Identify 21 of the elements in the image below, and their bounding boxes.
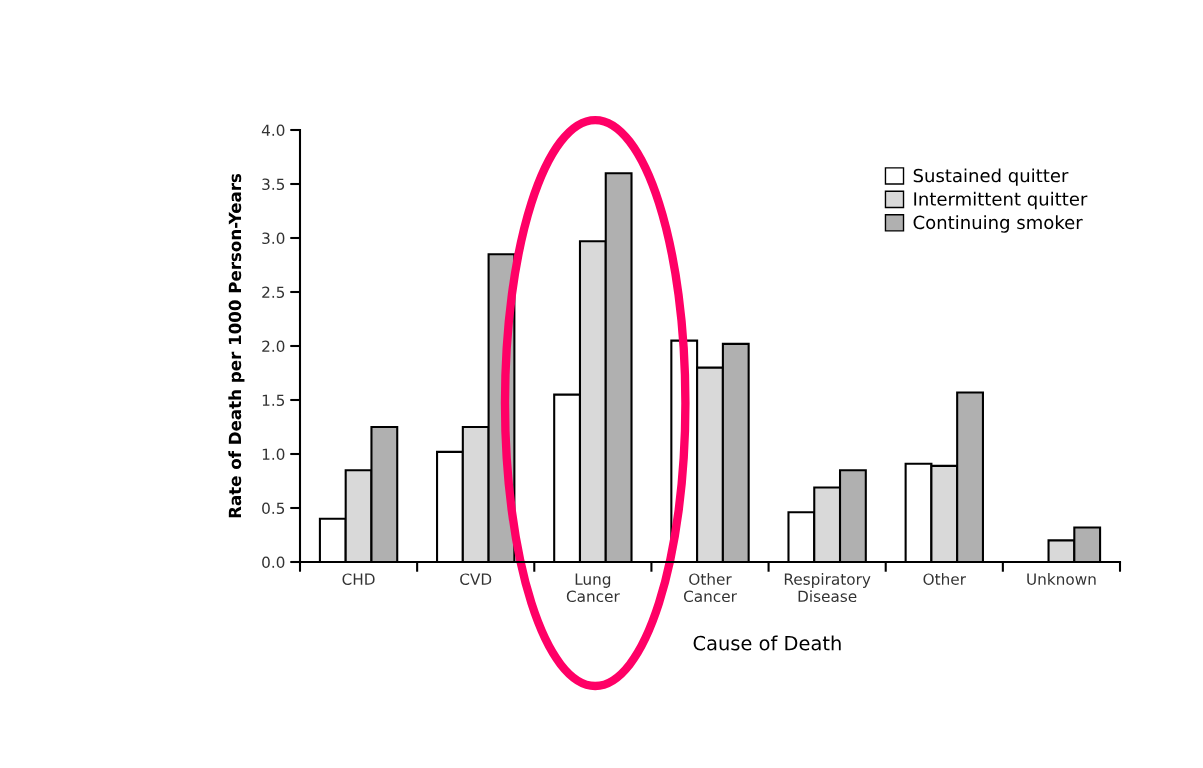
x-tick-label: Unknown bbox=[1027, 573, 1096, 585]
x-tick-label: Other Cancer bbox=[683, 573, 737, 603]
x-tick-label: Lung Cancer bbox=[566, 573, 620, 603]
y-axis-title: Rate of Death per 1000 Person-Years bbox=[228, 173, 245, 518]
legend-label: Sustained quitter bbox=[913, 168, 1069, 186]
y-tick-label: 0.0 bbox=[262, 556, 285, 569]
y-tick-label: 0.5 bbox=[262, 502, 285, 515]
legend-label: Intermittent quitter bbox=[914, 191, 1088, 210]
y-tick-label: 3.0 bbox=[262, 232, 285, 245]
x-axis-title: Cause of Death bbox=[693, 635, 841, 651]
y-tick-label: 2.0 bbox=[262, 340, 285, 353]
y-tick-label: 1.5 bbox=[262, 394, 285, 407]
x-tick-label: CVD bbox=[460, 573, 492, 585]
y-tick-label: 4.0 bbox=[261, 124, 285, 137]
y-tick-label: 2.5 bbox=[262, 286, 285, 299]
legend-label: Continuing smoker bbox=[913, 215, 1083, 233]
x-tick-label: CHD bbox=[342, 573, 375, 585]
y-tick-label: 3.5 bbox=[262, 178, 285, 191]
y-tick-label: 1.0 bbox=[262, 448, 285, 461]
x-tick-label: Respiratory Disease bbox=[784, 573, 871, 603]
x-tick-label: Other bbox=[923, 573, 966, 585]
